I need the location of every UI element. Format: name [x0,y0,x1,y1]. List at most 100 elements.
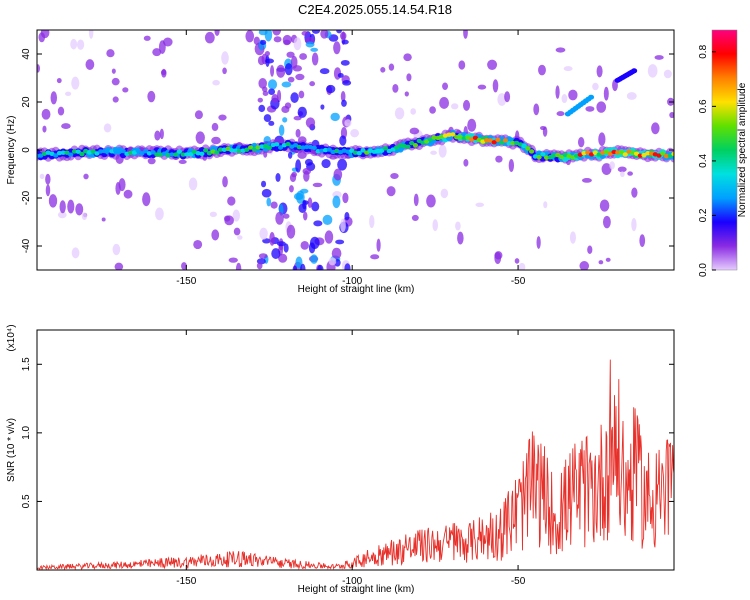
spectrogram-noise-mark [312,182,323,188]
spectrogram-ridge-mark [60,150,66,155]
spectrogram-noise-mark [598,132,606,147]
spectrogram-noise-mark [432,219,438,232]
spectrogram-noise-mark [450,103,459,110]
spectrogram-ridge-mark [135,148,141,154]
spectrogram-noise-mark [270,65,275,77]
spectrogram-ridge-mark [79,151,85,157]
spectrogram-noise-mark [37,64,40,73]
spectrogram-noise-mark [295,256,303,269]
spectrogram-noise-mark [265,55,270,67]
spectrogram-noise-mark [293,37,302,51]
spectrogram-x-tick-label: -50 [511,276,526,287]
spectrogram-noise-mark [268,120,275,126]
spectrogram-ridge-mark [454,135,460,140]
spectrogram-noise-mark [211,122,219,132]
spectrogram-ridge-mark [214,150,220,155]
spectrogram-x-tick-label: -150 [176,276,196,287]
spectrogram-y-tick-label: 20 [21,96,32,108]
spectrogram-ridge-mark [75,149,81,154]
spectrogram-feature-mark [588,94,595,100]
spectrogram-ridge-mark [446,132,452,137]
spectrogram-noise-mark [442,82,449,90]
spectrogram-ridge-mark [292,142,299,148]
spectrogram-noise-mark [542,126,548,137]
spectrogram-noise-mark [256,262,263,270]
spectrogram-noise-mark [276,241,286,247]
spectrogram-noise-mark [497,93,507,106]
spectrogram-ridge-mark [641,152,647,158]
spectrogram-x-ticks: -150 -100 -50 [176,30,526,287]
spectrogram-noise-mark [259,227,268,240]
spectrogram-ridge-mark [379,148,385,153]
spectrogram-noise-mark [463,159,469,167]
spectrogram-noise-mark [194,110,203,120]
spectrogram-noise-mark [40,30,50,39]
spectrogram-noise-mark [320,104,325,110]
spectrogram-noise-mark [339,135,347,146]
spectrogram-noise-mark [290,55,298,69]
snr-frame [36,329,675,571]
spectrogram-noise-mark [555,47,566,53]
spectrogram-noise-mark [211,136,221,145]
spectrogram-noise-mark [269,232,275,246]
spectrogram-noise-mark [45,184,51,197]
spectrogram-noise-mark [111,68,116,74]
spectrogram-noise-mark [76,39,85,50]
spectrogram-ridge-mark [244,147,250,152]
spectrogram-noise-mark [147,90,156,103]
spectrogram-ridge-mark [173,152,179,157]
spectrogram-noise-mark [631,187,638,198]
spectrogram-ridge-mark [555,152,561,158]
spectrogram-noise-mark [233,227,241,236]
spectrogram-ridge-mark [502,138,508,143]
spectrogram-ridge-mark [304,144,310,150]
spectrogram-ridge-mark [633,151,640,156]
spectrogram-noise-mark [152,48,162,57]
spectrogram-ridge-mark [274,142,280,147]
spectrogram-x-tick-label: -100 [342,276,362,287]
spectrogram-ridge-mark [499,140,505,145]
spectrogram-noise-mark [281,81,292,88]
spectrogram-noise-mark [284,63,293,76]
spectrogram-ridge-mark [251,147,257,152]
spectrogram-ridge-mark [128,150,134,156]
spectrogram-noise-mark [268,88,276,95]
spectrogram-noise-mark [283,243,289,253]
spectrogram-ridge-mark [277,145,284,150]
spectrogram-noise-mark [333,168,343,181]
spectrogram-noise-mark [569,231,576,244]
spectrogram-noise-mark [342,192,349,204]
spectrogram-noise-mark [41,108,51,120]
spectrogram-noise-mark [57,211,67,219]
spectrogram-noise-mark [406,73,412,82]
spectrogram-ridge-mark [645,151,651,156]
spectrogram-noise-mark [538,64,546,76]
spectrogram-ridge-mark [622,152,628,157]
spectrogram-ridge-mark [68,152,74,157]
spectrogram-noise-mark [57,106,65,116]
spectrogram-ridge-mark [558,154,565,160]
spectrogram-ridge-mark [180,152,186,157]
spectrogram-noise-mark [319,68,330,75]
spectrogram-noise-mark [59,200,66,214]
spectrogram-ridge-mark [139,151,145,156]
spectrogram-noise-mark [204,31,215,44]
spectrogram-noise-mark [48,194,58,208]
spectrogram-ridge-mark [184,152,190,157]
spectrogram-ridge-mark [349,148,355,153]
spectrogram-ridge-mark [199,151,205,156]
spectrogram-noise-mark [295,190,305,204]
spectrogram-noise-mark [370,254,380,260]
colorbar: 0.0 0.2 0.4 0.6 0.8 Normalized spectral ampl… [698,29,748,277]
spectrogram-noise-mark [455,221,461,231]
spectrogram-noise-mark [50,91,58,105]
spectrogram-ridge-mark [203,148,209,153]
colorbar-tick-label: 0.0 [698,263,709,277]
spectrogram-noise-mark [631,218,637,232]
spectrogram-ridge-mark [266,145,272,151]
spectrogram-noise-mark [311,201,320,212]
snr-x-tick-label: -50 [511,576,526,587]
spectrogram-noise-mark [438,144,447,158]
spectrogram-feature-mark [631,68,638,74]
spectrogram-noise-mark [301,31,309,36]
